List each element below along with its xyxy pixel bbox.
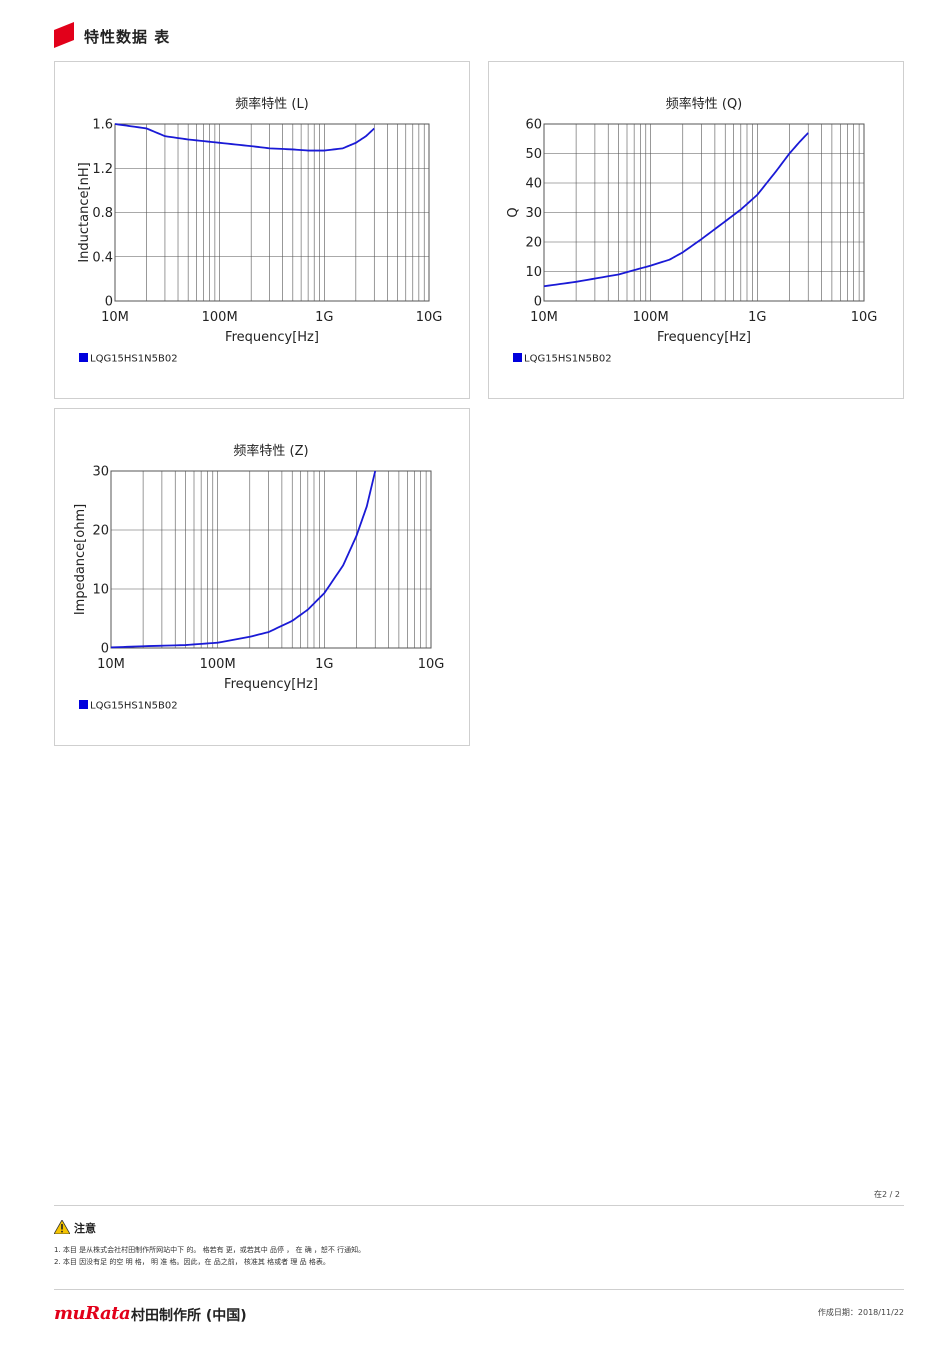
series-line: [110, 470, 377, 649]
y-tick-label: 1.6: [92, 118, 113, 133]
notes: 1. 本目 是从株式会社村田制作所网站中下 的。 格若有 更，或若其中 品停 ，…: [54, 1244, 365, 1268]
y-tick-label: 10: [525, 265, 542, 280]
caution-label: 注意: [74, 1222, 96, 1235]
y-axis-label: Impedance[ohm]: [73, 504, 88, 615]
x-tick-label: 10G: [418, 657, 445, 672]
page-title: 特性数据 表: [84, 28, 171, 46]
y-tick-label: 0: [101, 642, 109, 657]
chart-panel-inductance: 频率特性 (L) 0 0.4 0.8 1.2 1.6 10M 100M 1G 10G Frequen…: [54, 61, 470, 399]
y-tick-label: 30: [92, 465, 109, 480]
x-tick-label: 100M: [633, 310, 669, 325]
legend-label: LQG15HS1N5B02: [90, 354, 178, 365]
x-tick-label: 1G: [315, 310, 333, 325]
y-axis-label: Q: [506, 207, 521, 217]
company-name: 村田制作所 (中国): [131, 1308, 247, 1324]
inductance-chart: 频率特性 (L) 0 0.4 0.8 1.2 1.6 10M 100M 1G 10G Frequen…: [77, 96, 443, 365]
y-tick-label: 20: [525, 236, 542, 251]
x-tick-label: 10G: [416, 310, 443, 325]
chart-title: 频率特性 (Q): [666, 96, 743, 112]
y-tick-label: 0.4: [92, 250, 113, 265]
y-tick-label: 0: [105, 295, 113, 310]
x-tick-label: 1G: [748, 310, 766, 325]
legend-swatch: [79, 353, 88, 362]
y-tick-label: 0.8: [92, 206, 113, 221]
y-axis-label: Inductance[nH]: [77, 162, 92, 262]
series-line: [114, 123, 375, 152]
x-axis-label: Frequency[Hz]: [657, 330, 751, 345]
brand-mark-icon: [54, 22, 74, 48]
x-tick-label: 10M: [101, 310, 129, 325]
series-line: [543, 132, 809, 288]
plot-area: [110, 470, 432, 649]
page-number: 在2 / 2: [874, 1190, 900, 1199]
footer-divider: [54, 1289, 904, 1290]
chart-title: 频率特性 (Z): [233, 443, 308, 459]
legend-label: LQG15HS1N5B02: [90, 701, 178, 712]
x-axis-label: Frequency[Hz]: [225, 330, 319, 345]
x-tick-label: 1G: [315, 657, 333, 672]
x-tick-label: 10M: [97, 657, 125, 672]
y-tick-label: 0: [534, 295, 542, 310]
note-2: 2. 本目 因没有足 的空 明 格， 明 准 格。因此，在 品之前， 核准其 格…: [54, 1258, 330, 1266]
y-tick-label: 10: [92, 583, 109, 598]
legend-label: LQG15HS1N5B02: [524, 354, 612, 365]
divider: [54, 1205, 904, 1206]
chart-title: 频率特性 (L): [235, 96, 309, 112]
chart-panel-q: 频率特性 (Q) 0 10 20 30 40 50 60 10M 100M 1G 10G Frequen…: [488, 61, 904, 399]
note-1: 1. 本目 是从株式会社村田制作所网站中下 的。 格若有 更，或若其中 品停 ，…: [54, 1246, 366, 1254]
y-tick-label: 20: [92, 524, 109, 539]
x-tick-label: 100M: [200, 657, 236, 672]
created-date: 作成日期：2018/11/22: [817, 1308, 904, 1317]
x-axis-label: Frequency[Hz]: [224, 677, 318, 692]
x-tick-label: 10G: [851, 310, 878, 325]
warning-icon: [54, 1220, 70, 1234]
x-tick-label: 10M: [530, 310, 558, 325]
legend-swatch: [513, 353, 522, 362]
legend-swatch: [79, 700, 88, 709]
y-tick-label: 50: [525, 147, 542, 162]
y-tick-label: 1.2: [92, 162, 113, 177]
impedance-chart: 频率特性 (Z) 0 10 20 30 10M 100M 1G 10G Frequency[Hz]…: [73, 443, 445, 712]
chart-panel-impedance: 频率特性 (Z) 0 10 20 30 10M 100M 1G 10G Frequency[Hz]…: [54, 408, 470, 746]
q-chart: 频率特性 (Q) 0 10 20 30 40 50 60 10M 100M 1G 10G Frequen…: [506, 96, 878, 365]
y-tick-label: 60: [525, 118, 542, 133]
y-tick-label: 40: [525, 177, 542, 192]
y-tick-label: 30: [525, 206, 542, 221]
x-tick-label: 100M: [202, 310, 238, 325]
murata-logo: muRata: [54, 1303, 131, 1324]
